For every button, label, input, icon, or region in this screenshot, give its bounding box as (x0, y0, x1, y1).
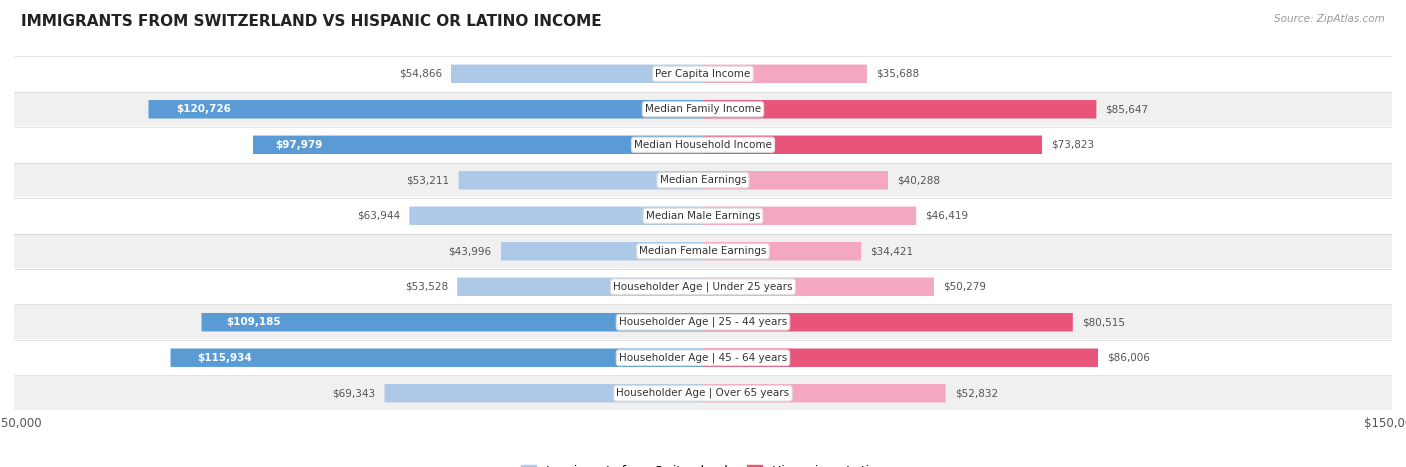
Text: Source: ZipAtlas.com: Source: ZipAtlas.com (1274, 14, 1385, 24)
FancyBboxPatch shape (14, 270, 1392, 304)
FancyBboxPatch shape (14, 376, 1392, 410)
FancyBboxPatch shape (149, 100, 703, 119)
FancyBboxPatch shape (451, 64, 703, 83)
FancyBboxPatch shape (501, 242, 703, 261)
Text: Median Earnings: Median Earnings (659, 175, 747, 185)
Text: $40,288: $40,288 (897, 175, 941, 185)
FancyBboxPatch shape (457, 277, 703, 296)
Text: $69,343: $69,343 (332, 388, 375, 398)
Text: Median Female Earnings: Median Female Earnings (640, 246, 766, 256)
Text: $86,006: $86,006 (1107, 353, 1150, 363)
Text: $120,726: $120,726 (176, 104, 231, 114)
FancyBboxPatch shape (458, 171, 703, 190)
FancyBboxPatch shape (703, 135, 1042, 154)
Text: $63,944: $63,944 (357, 211, 401, 221)
Text: $46,419: $46,419 (925, 211, 969, 221)
Legend: Immigrants from Switzerland, Hispanic or Latino: Immigrants from Switzerland, Hispanic or… (516, 460, 890, 467)
FancyBboxPatch shape (703, 348, 1098, 367)
FancyBboxPatch shape (14, 163, 1392, 197)
Text: Householder Age | 45 - 64 years: Householder Age | 45 - 64 years (619, 353, 787, 363)
FancyBboxPatch shape (703, 64, 868, 83)
FancyBboxPatch shape (201, 313, 703, 332)
FancyBboxPatch shape (703, 313, 1073, 332)
Text: IMMIGRANTS FROM SWITZERLAND VS HISPANIC OR LATINO INCOME: IMMIGRANTS FROM SWITZERLAND VS HISPANIC … (21, 14, 602, 29)
FancyBboxPatch shape (409, 206, 703, 225)
Text: $85,647: $85,647 (1105, 104, 1149, 114)
FancyBboxPatch shape (253, 135, 703, 154)
FancyBboxPatch shape (14, 305, 1392, 339)
Text: Householder Age | 25 - 44 years: Householder Age | 25 - 44 years (619, 317, 787, 327)
FancyBboxPatch shape (14, 57, 1392, 91)
FancyBboxPatch shape (14, 341, 1392, 375)
FancyBboxPatch shape (703, 242, 860, 261)
FancyBboxPatch shape (384, 384, 703, 403)
Text: $34,421: $34,421 (870, 246, 914, 256)
Text: $115,934: $115,934 (197, 353, 252, 363)
Text: Median Male Earnings: Median Male Earnings (645, 211, 761, 221)
Text: $35,688: $35,688 (876, 69, 920, 79)
Text: $43,996: $43,996 (449, 246, 492, 256)
FancyBboxPatch shape (703, 100, 1097, 119)
Text: $97,979: $97,979 (276, 140, 323, 150)
Text: Median Family Income: Median Family Income (645, 104, 761, 114)
Text: $109,185: $109,185 (226, 317, 281, 327)
Text: $50,279: $50,279 (943, 282, 986, 292)
Text: Householder Age | Under 25 years: Householder Age | Under 25 years (613, 282, 793, 292)
FancyBboxPatch shape (14, 234, 1392, 268)
Text: $53,211: $53,211 (406, 175, 450, 185)
Text: $52,832: $52,832 (955, 388, 998, 398)
FancyBboxPatch shape (703, 171, 889, 190)
FancyBboxPatch shape (170, 348, 703, 367)
Text: $54,866: $54,866 (399, 69, 441, 79)
Text: Median Household Income: Median Household Income (634, 140, 772, 150)
FancyBboxPatch shape (14, 92, 1392, 126)
Text: $73,823: $73,823 (1052, 140, 1094, 150)
FancyBboxPatch shape (14, 199, 1392, 233)
FancyBboxPatch shape (14, 128, 1392, 162)
FancyBboxPatch shape (703, 206, 917, 225)
Text: Per Capita Income: Per Capita Income (655, 69, 751, 79)
Text: $80,515: $80,515 (1083, 317, 1125, 327)
FancyBboxPatch shape (703, 277, 934, 296)
Text: $53,528: $53,528 (405, 282, 449, 292)
Text: Householder Age | Over 65 years: Householder Age | Over 65 years (616, 388, 790, 398)
FancyBboxPatch shape (703, 384, 946, 403)
